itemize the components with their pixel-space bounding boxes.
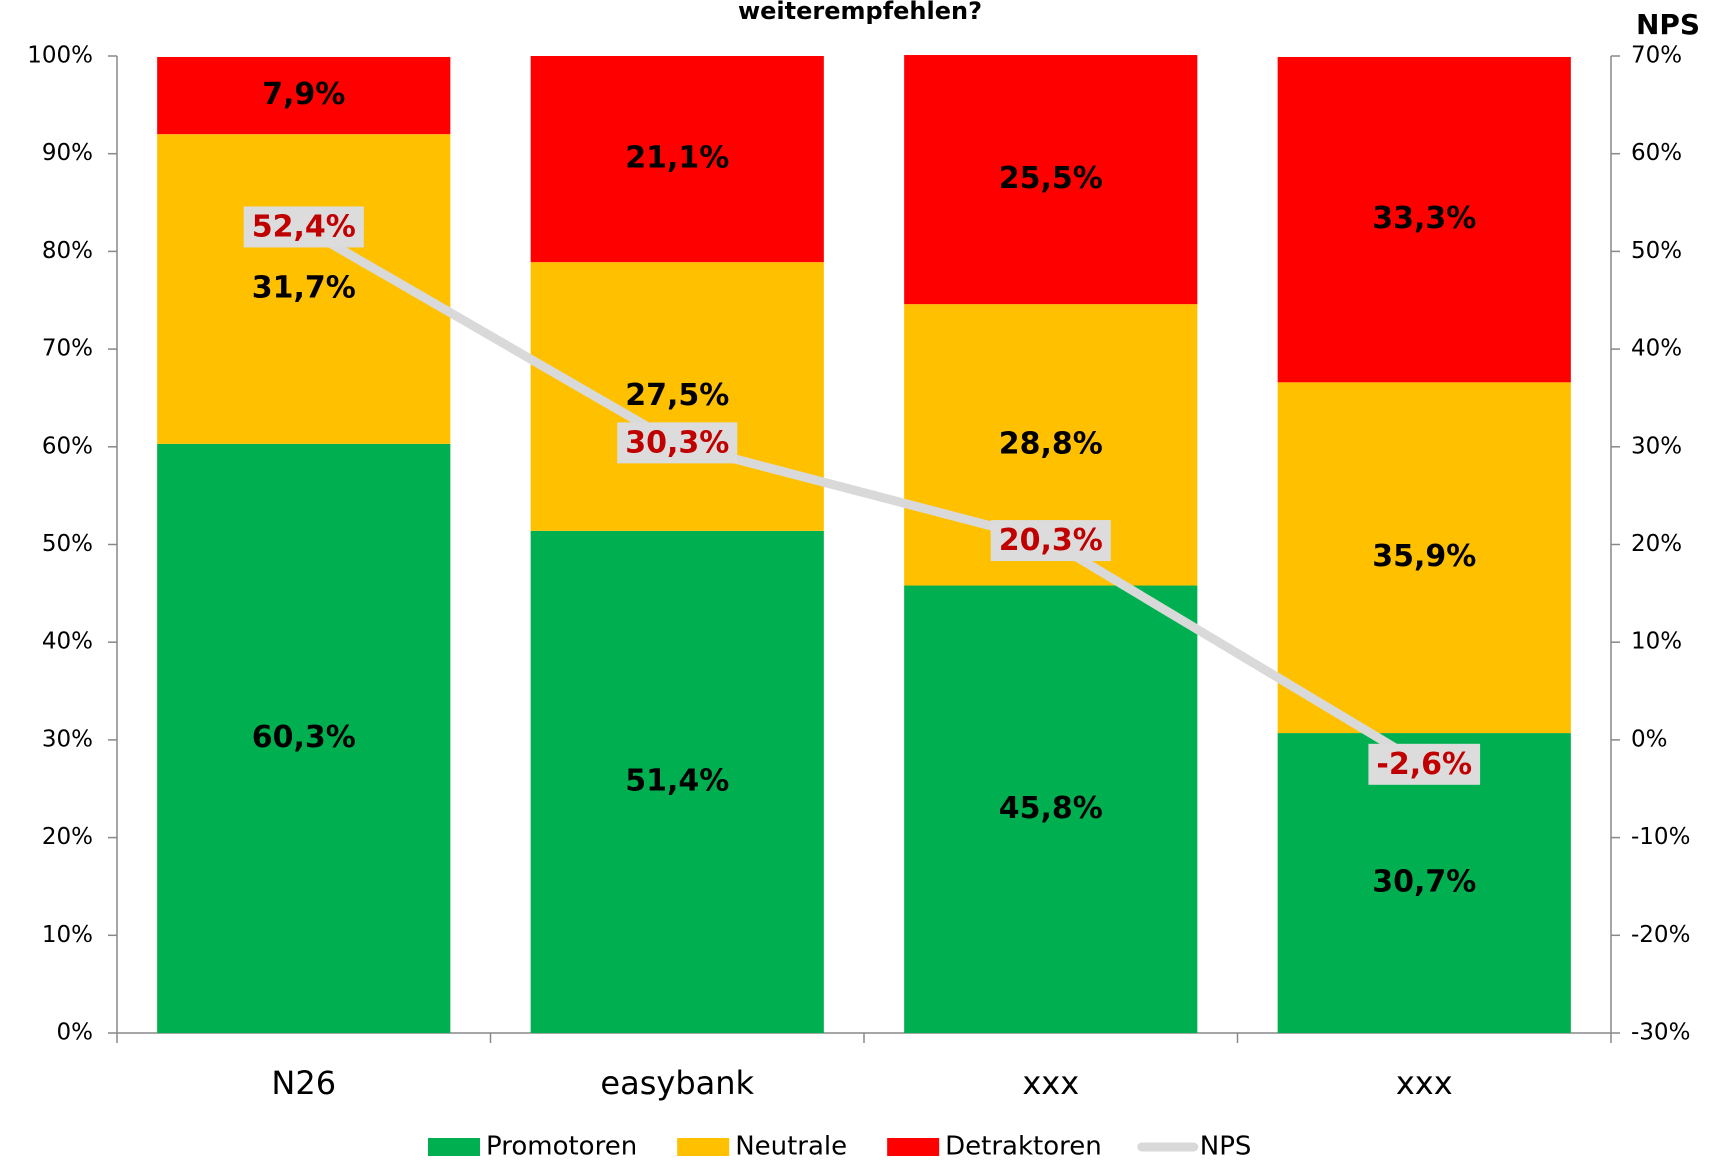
y-tick-label: 100%: [27, 43, 93, 69]
segment-label: 51,4%: [625, 763, 729, 798]
nps-line: [301, 224, 1427, 770]
segment-label: 25,5%: [999, 161, 1103, 196]
legend-label: NPS: [1200, 1132, 1252, 1162]
bar-segment: [904, 55, 1198, 305]
segment-label: 33,3%: [1372, 201, 1476, 236]
nps-label-box: [243, 206, 364, 248]
y2-tick-label: 50%: [1631, 238, 1682, 264]
y-tick-label: 90%: [42, 140, 93, 166]
y-tick-label: 60%: [42, 433, 93, 459]
segment-label: 7,9%: [262, 77, 345, 112]
segment-label: 31,7%: [252, 271, 356, 306]
bar-segment: [530, 530, 824, 1033]
legend-label: Promotoren: [486, 1132, 637, 1162]
y-tick-label: 80%: [42, 238, 93, 264]
y-tick-label: 30%: [42, 726, 93, 752]
y2-tick-label: 60%: [1631, 140, 1682, 166]
y2-tick-label: 40%: [1631, 336, 1682, 362]
nps-label-text: -2,6%: [1376, 747, 1472, 782]
legend-label: Neutrale: [735, 1132, 847, 1162]
legend-swatch: [428, 1138, 480, 1156]
nps-label-box: [1368, 743, 1481, 785]
y2-tick-label: 70%: [1631, 43, 1682, 69]
nps-label-box: [617, 422, 738, 464]
segment-label: 28,8%: [999, 426, 1103, 461]
segment-label: 21,1%: [625, 141, 729, 176]
nps-label-box: [990, 520, 1111, 562]
legend-swatch: [887, 1138, 940, 1156]
y2-tick-label: 10%: [1631, 629, 1682, 655]
y-tick-label: 10%: [42, 922, 93, 948]
x-tick-label: xxx: [1396, 1064, 1453, 1102]
segment-label: 27,5%: [625, 378, 729, 413]
bar-segment: [157, 443, 451, 1033]
bar-segment: [904, 585, 1198, 1033]
bar-segment: [530, 262, 824, 531]
nps-label: -2,6%: [1368, 743, 1481, 785]
nps-label: 20,3%: [990, 520, 1111, 562]
y2-tick-label: -30%: [1631, 1020, 1690, 1046]
y2-tick-label: 0%: [1631, 726, 1668, 752]
bar-segment: [530, 56, 824, 263]
y-tick-label: 40%: [42, 629, 93, 655]
y-tick-label: 50%: [42, 531, 93, 557]
x-tick-label: xxx: [1022, 1064, 1079, 1102]
y-tick-label: 20%: [42, 824, 93, 850]
segment-label: 30,7%: [1372, 865, 1476, 900]
bar-segment: [157, 56, 451, 135]
nps-label-text: 52,4%: [252, 209, 356, 244]
chart-title: weiterempfehlen?: [738, 0, 982, 25]
y2-tick-label: -20%: [1631, 922, 1690, 948]
y-tick-label: 0%: [57, 1020, 94, 1046]
x-tick-label: N26: [271, 1064, 336, 1102]
x-tick-label: easybank: [600, 1064, 754, 1102]
y2-tick-label: 30%: [1631, 433, 1682, 459]
y2-tick-label: 20%: [1631, 531, 1682, 557]
y2-tick-label: -10%: [1631, 824, 1690, 850]
legend-swatch: [677, 1138, 730, 1156]
y2-title: NPS: [1636, 8, 1700, 41]
legend-label: Detraktoren: [945, 1132, 1102, 1162]
segment-label: 60,3%: [252, 720, 356, 755]
nps-label-text: 20,3%: [999, 523, 1103, 558]
bar-segment: [1277, 56, 1571, 383]
y-tick-label: 70%: [42, 336, 93, 362]
segment-label: 35,9%: [1372, 539, 1476, 574]
segment-label: 45,8%: [999, 791, 1103, 826]
nps-label: 30,3%: [617, 422, 738, 464]
bar-segment: [1277, 382, 1571, 734]
nps-label-text: 30,3%: [625, 425, 729, 460]
nps-label: 52,4%: [243, 206, 364, 248]
